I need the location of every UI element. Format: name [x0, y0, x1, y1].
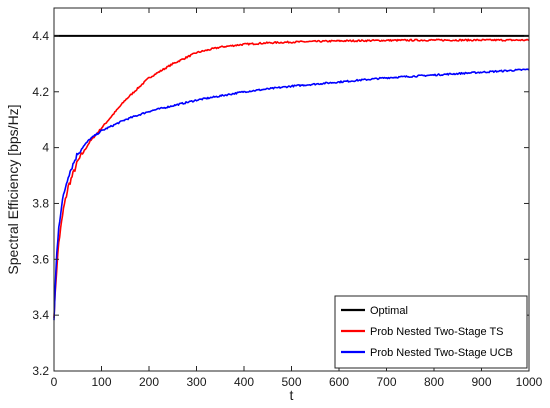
y-tick-label: 4 — [42, 141, 49, 155]
legend: Optimal Prob Nested Two-Stage TS Prob Nest… — [334, 295, 528, 369]
x-tick-label: 300 — [186, 375, 206, 389]
series-line-1 — [53, 38, 530, 318]
x-tick-label: 1000 — [516, 375, 543, 389]
ticks-layer: 0 100 200 300 400 500 600 700 800 900 1000 3.2 3.4 3.… — [32, 8, 543, 389]
x-tick-label: 800 — [424, 375, 444, 389]
x-tick-label: 500 — [281, 375, 301, 389]
y-tick-label: 3.8 — [32, 196, 49, 210]
x-tick-label: 0 — [51, 375, 58, 389]
legend-label-2: Prob Nested Two-Stage UCB — [370, 347, 513, 359]
y-axis-title: Spectral Efficiency [bps/Hz] — [5, 104, 21, 274]
y-tick-label: 3.4 — [32, 308, 49, 322]
legend-label-1: Prob Nested Two-Stage TS — [370, 326, 504, 338]
x-tick-label: 600 — [329, 375, 349, 389]
x-axis-title: t — [290, 387, 294, 403]
y-tick-label: 3.2 — [32, 364, 49, 378]
legend-box — [334, 295, 528, 369]
legend-label-0: Optimal — [370, 305, 408, 317]
y-tick-label: 4.4 — [32, 29, 49, 43]
x-tick-label: 400 — [234, 375, 254, 389]
x-tick-label: 900 — [471, 375, 491, 389]
y-tick-label: 3.6 — [32, 252, 49, 266]
x-tick-label: 700 — [376, 375, 396, 389]
x-tick-label: 200 — [139, 375, 159, 389]
y-tick-label: 4.2 — [32, 85, 49, 99]
x-tick-label: 100 — [91, 375, 111, 389]
series-layer — [53, 34, 530, 321]
series-line-2 — [53, 68, 530, 321]
